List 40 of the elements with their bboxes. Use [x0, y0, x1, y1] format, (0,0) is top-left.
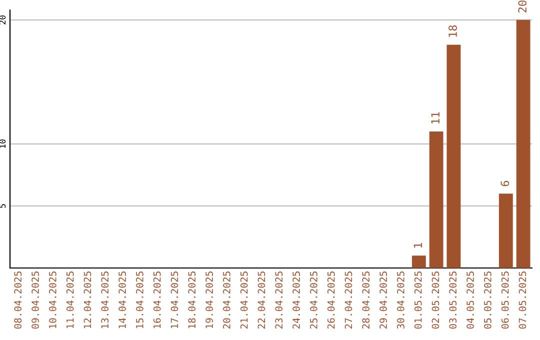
- x-tick-label: 19.04.2025: [206, 272, 213, 328]
- x-tick-label: 14.04.2025: [118, 272, 126, 328]
- x-tick-label: 08.04.2025: [14, 272, 22, 329]
- x-tick-label: 26.04.2025: [327, 272, 335, 329]
- x-tick-label: 20.04.2025: [222, 272, 230, 329]
- x-tick-label: 01.05.2025: [414, 272, 422, 329]
- x-tick-label: 10.04.2025: [48, 272, 56, 328]
- x-tick-label: 18.04.2025: [188, 272, 196, 328]
- x-tick-label: 09.04.2025: [32, 272, 39, 329]
- x-tick-label: 07.05.2025: [518, 272, 526, 329]
- data-label: 18: [448, 25, 457, 37]
- bar: [498, 194, 513, 268]
- bar: [516, 20, 530, 268]
- data-label: 6: [500, 180, 510, 186]
- bar: [429, 132, 444, 268]
- x-tick-label: 25.04.2025: [310, 272, 318, 329]
- x-tick-label: 27.04.2025: [344, 272, 352, 329]
- x-tick-label: 02.05.2025: [432, 272, 440, 329]
- bar: [446, 44, 461, 268]
- x-tick-label: 16.04.2025: [153, 272, 161, 328]
- x-tick-label: 29.04.2025: [380, 272, 387, 329]
- x-tick-label: 03.05.2025: [449, 272, 457, 329]
- x-tick-label: 12.04.2025: [84, 272, 92, 328]
- x-tick-label: 11.04.2025: [66, 272, 74, 328]
- bar: [412, 256, 426, 268]
- x-tick-label: 05.05.2025: [484, 272, 492, 329]
- x-tick-label: 30.04.2025: [396, 272, 404, 329]
- x-tick-label: 22.04.2025: [258, 272, 266, 329]
- x-tick-label: 06.05.2025: [501, 272, 509, 329]
- x-tick-label: 24.04.2025: [292, 272, 300, 329]
- data-label: 11: [431, 112, 440, 124]
- x-tick-label: 04.05.2025: [466, 272, 474, 329]
- data-label: 20: [518, 0, 527, 12]
- x-tick-label: 13.04.2025: [101, 272, 109, 328]
- x-tick-label: 15.04.2025: [136, 272, 144, 328]
- x-tick-label: 21.04.2025: [240, 272, 248, 329]
- data-label: 1: [414, 242, 422, 248]
- x-tick-label: 17.04.2025: [170, 272, 178, 328]
- x-tick-label: 28.04.2025: [362, 272, 370, 329]
- x-tick-label: 23.04.2025: [275, 272, 283, 329]
